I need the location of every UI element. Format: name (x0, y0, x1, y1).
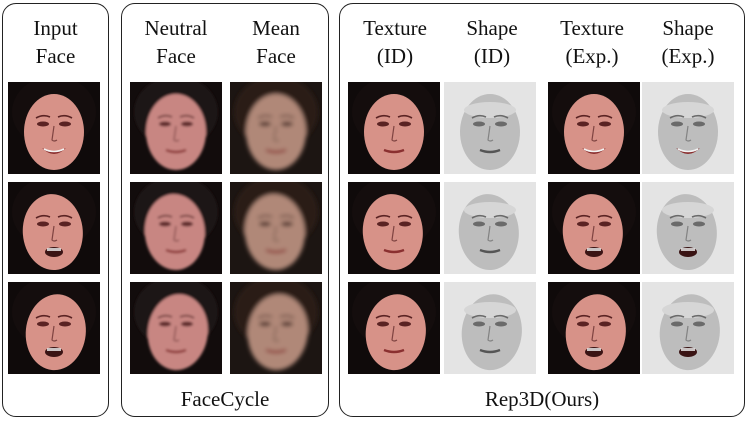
header-mean-face: Mean Face (252, 16, 300, 68)
shape-id-image (444, 82, 536, 174)
input-face-image (8, 182, 100, 274)
mean-face-image (230, 282, 322, 374)
mean-face-image (230, 82, 322, 174)
shape-id-image (444, 282, 536, 374)
header-neutral-face: Neutral Face (144, 16, 208, 68)
texture-id-image (348, 82, 440, 174)
caption-facecycle: FaceCycle (180, 387, 270, 411)
mean-face-image (230, 182, 322, 274)
input-face-image (8, 282, 100, 374)
texture-id-image (348, 282, 440, 374)
shape-exp-image (642, 82, 734, 174)
texture-exp-image (548, 182, 640, 274)
header-shape-exp: Shape (Exp.) (661, 16, 715, 68)
input-face-image (8, 82, 100, 174)
shape-exp-image (642, 182, 734, 274)
neutral-face-image (130, 182, 222, 274)
texture-exp-image (548, 282, 640, 374)
caption-rep3d: Rep3D(Ours) (484, 387, 600, 411)
neutral-face-image (130, 282, 222, 374)
shape-id-image (444, 182, 536, 274)
shape-exp-image (642, 282, 734, 374)
header-texture-id: Texture (ID) (363, 16, 427, 68)
header-shape-id: Shape (ID) (466, 16, 518, 68)
header-input-face: Input Face (33, 16, 78, 68)
texture-exp-image (548, 82, 640, 174)
header-texture-exp: Texture (Exp.) (560, 16, 624, 68)
neutral-face-image (130, 82, 222, 174)
texture-id-image (348, 182, 440, 274)
